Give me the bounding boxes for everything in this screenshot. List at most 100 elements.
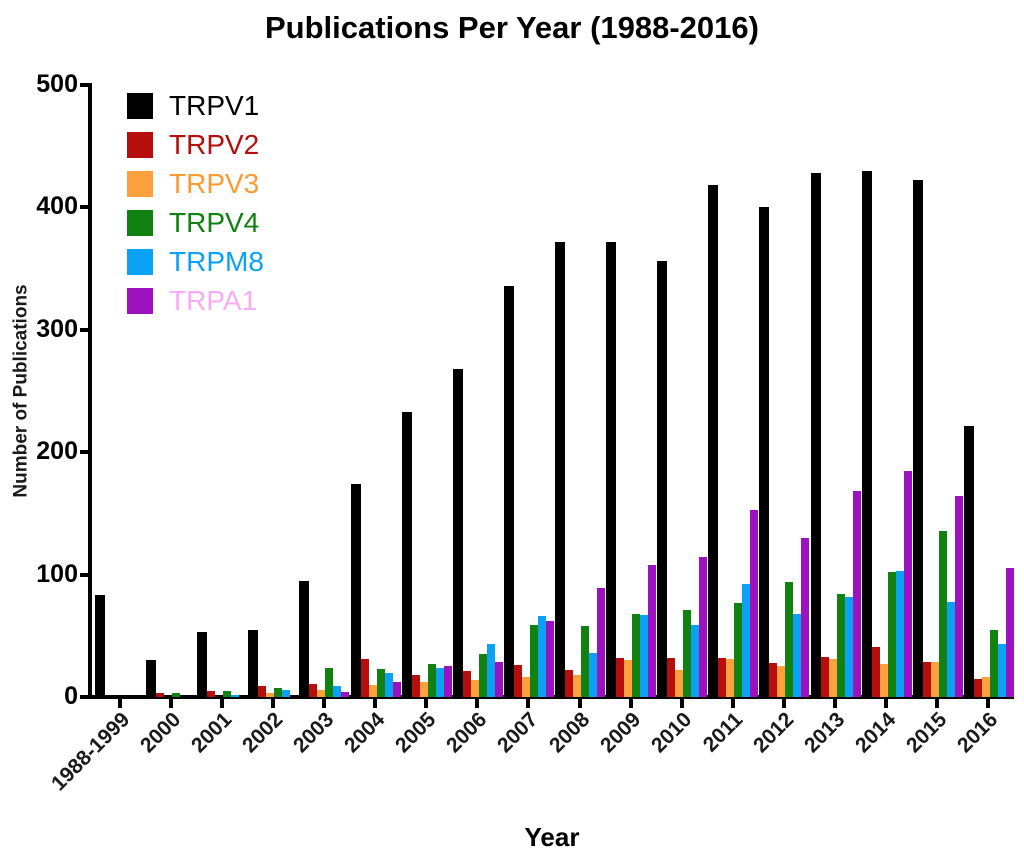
bar-TRPV1-1988-1999: [95, 595, 105, 697]
x-tick: [373, 699, 378, 708]
bar-TRPV1-2003: [299, 581, 309, 697]
bar-TRPV1-2016: [964, 426, 974, 697]
bar-TRPV3-2007: [522, 677, 530, 697]
bar-TRPV1-2008: [555, 242, 565, 697]
x-tick: [935, 699, 940, 708]
y-tick-label: 0: [64, 682, 78, 710]
legend-swatch-TRPM8: [127, 248, 153, 275]
bar-TRPA1-2008: [597, 588, 605, 697]
bar-TRPM8-2009: [640, 615, 648, 697]
bar-TRPM8-2010: [691, 625, 699, 697]
bar-TRPA1-2003: [341, 692, 349, 697]
bar-TRPM8-2015: [947, 602, 955, 697]
bar-TRPV2-2015: [923, 662, 931, 697]
bar-TRPM8-2013: [845, 597, 853, 697]
legend-item-TRPV2: TRPV2: [127, 125, 264, 164]
bar-TRPV4-2007: [530, 625, 538, 697]
y-tick-label: 200: [36, 437, 78, 466]
bar-TRPV3-2015: [931, 662, 939, 697]
bar-TRPV1-2002: [248, 630, 258, 697]
legend-label: TRPV2: [169, 128, 260, 160]
bar-TRPV4-2002: [274, 688, 282, 697]
legend-label: TRPM8: [169, 245, 264, 277]
x-tick: [577, 699, 582, 708]
bar-TRPV2-2007: [514, 665, 522, 697]
x-tick: [833, 699, 838, 708]
bar-TRPA1-2016: [1006, 568, 1014, 697]
bar-TRPM8-2008: [589, 653, 597, 697]
bar-TRPV2-2013: [821, 657, 829, 697]
bar-TRPV4-2011: [734, 603, 742, 697]
bar-TRPM8-2003: [333, 686, 341, 697]
bar-TRPV2-2002: [258, 686, 266, 697]
y-tick: [80, 572, 89, 577]
y-tick-label: 300: [36, 314, 78, 343]
x-tick: [730, 699, 735, 708]
bar-TRPA1-2013: [853, 491, 861, 697]
bar-TRPV3-2009: [624, 660, 632, 697]
bar-TRPM8-2007: [538, 616, 546, 697]
x-tick: [782, 699, 786, 708]
y-tick: [80, 695, 89, 699]
bar-TRPM8-2006: [487, 644, 495, 697]
bar-TRPV2-2003: [309, 684, 317, 697]
bar-TRPV4-2013: [837, 594, 845, 697]
bar-TRPV1-2007: [504, 286, 514, 697]
bar-TRPV4-2009: [632, 614, 640, 697]
bar-TRPV3-2004: [369, 685, 377, 697]
bar-TRPA1-2010: [699, 557, 707, 697]
bar-TRPV4-2016: [990, 630, 998, 697]
bar-TRPV3-2003: [317, 690, 325, 697]
bar-TRPM8-2011: [742, 584, 750, 697]
bar-TRPV4-2001: [223, 691, 231, 697]
x-tick: [322, 699, 326, 708]
x-tick: [628, 699, 633, 708]
y-tick-label: 100: [36, 559, 78, 588]
x-tick: [526, 699, 531, 708]
legend-swatch-TRPA1: [127, 287, 153, 314]
bar-TRPV3-2008: [573, 675, 581, 697]
y-axis-line: [88, 83, 92, 699]
bar-TRPM8-2004: [385, 673, 393, 697]
bar-TRPV1-2004: [351, 484, 361, 697]
x-tick: [424, 699, 429, 708]
legend-swatch-TRPV1: [127, 92, 153, 119]
bar-TRPA1-2015: [955, 496, 963, 697]
bar-TRPM8-2005: [436, 668, 444, 697]
bar-TRPA1-2014: [904, 471, 912, 697]
bar-TRPA1-2004: [393, 682, 401, 697]
legend-swatch-TRPV2: [127, 131, 153, 158]
bar-TRPV4-2000: [172, 693, 180, 697]
bar-TRPV2-2008: [565, 670, 573, 697]
bar-TRPV1-2010: [657, 261, 667, 697]
bar-TRPM8-2016: [998, 644, 1006, 697]
bar-TRPV2-2010: [667, 658, 675, 697]
bar-TRPV3-2016: [982, 677, 990, 697]
x-tick: [986, 699, 991, 708]
bar-TRPV3-2002: [266, 693, 274, 697]
x-tick: [884, 699, 889, 708]
bar-TRPV3-2013: [829, 659, 837, 697]
bar-TRPV4-2006: [479, 654, 487, 697]
bar-TRPV4-2004: [377, 669, 385, 697]
y-tick-label: 400: [36, 192, 78, 221]
bar-TRPV2-2014: [872, 647, 880, 697]
bar-TRPV1-2014: [862, 171, 872, 697]
bar-TRPV4-2015: [939, 531, 947, 697]
bar-TRPV3-2014: [880, 664, 888, 697]
bar-TRPV4-2010: [683, 610, 691, 697]
y-tick: [80, 205, 89, 210]
y-axis-label-wrap: Number of Publications: [6, 85, 38, 697]
legend-swatch-TRPV3: [127, 170, 153, 197]
bar-TRPA1-2007: [546, 621, 554, 697]
x-tick: [475, 699, 480, 708]
legend-item-TRPV3: TRPV3: [127, 164, 264, 203]
bar-TRPV2-2004: [361, 659, 369, 697]
bar-TRPV4-2014: [888, 572, 896, 697]
legend-label: TRPV4: [169, 206, 260, 238]
bar-TRPV1-2009: [606, 242, 616, 697]
bar-TRPV3-2005: [420, 682, 428, 697]
x-axis-line: [88, 695, 1014, 699]
x-tick: [117, 699, 122, 708]
x-axis-label: Year: [524, 822, 580, 852]
